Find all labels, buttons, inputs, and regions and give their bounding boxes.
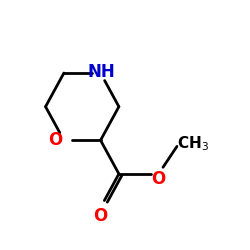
Text: CH$_3$: CH$_3$ [177, 134, 209, 153]
Text: O: O [48, 131, 62, 149]
Text: O: O [152, 170, 166, 188]
Text: NH: NH [87, 62, 115, 80]
Text: O: O [94, 207, 108, 225]
